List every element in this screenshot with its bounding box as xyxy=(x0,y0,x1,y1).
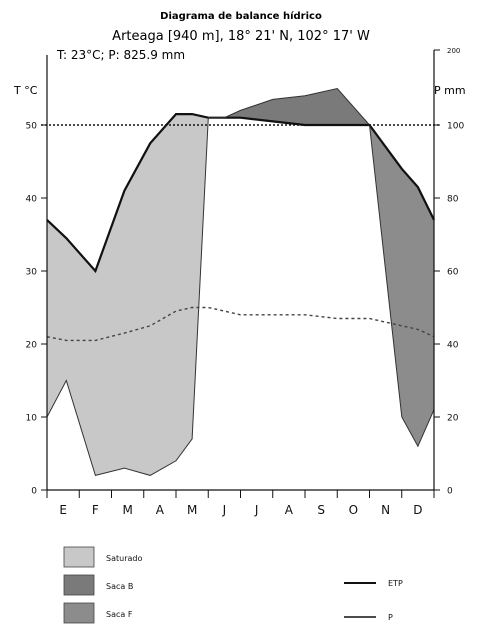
legend-line-label-1: P xyxy=(388,613,393,622)
right-tick-label-80: 80 xyxy=(447,195,459,205)
chart-title: Diagrama de balance hídrico xyxy=(160,10,322,22)
month-label-1: F xyxy=(92,503,99,517)
left-tick-label-40: 40 xyxy=(26,195,38,205)
recharge-area xyxy=(369,125,434,447)
chart-subtitle: Arteaga [940 m], 18° 21' N, 102° 17' W xyxy=(112,29,370,44)
legend-swatch-0 xyxy=(63,546,95,568)
axes: 0 10 20 30 40 50 0 20 40 60 80 100 200 E F M A M J J A S O N D xyxy=(26,47,465,517)
legend: Saturado Saca B Saca F ETP P xyxy=(63,546,403,624)
month-label-11: D xyxy=(413,503,422,517)
month-label-4: M xyxy=(187,503,197,517)
month-label-9: O xyxy=(349,503,358,517)
right-tick-label-20: 20 xyxy=(447,414,459,424)
legend-fill-label-0: Saturado xyxy=(106,554,142,563)
legend-fill-label-1: Saca B xyxy=(106,582,133,591)
temperature-line xyxy=(46,306,435,342)
left-axis-label: T °C xyxy=(13,84,38,97)
right-tick-label-40: 40 xyxy=(447,341,459,351)
right-tick-label-60: 60 xyxy=(447,268,459,278)
month-label-6: J xyxy=(254,503,259,517)
month-label-2: M xyxy=(122,503,132,517)
right-tick-label-0: 0 xyxy=(447,487,453,497)
precip-line xyxy=(46,87,435,477)
left-tick-label-0: 0 xyxy=(31,487,37,497)
month-label-10: N xyxy=(381,503,390,517)
left-tick-label-30: 30 xyxy=(26,268,38,278)
chart-summary: T: 23°C; P: 825.9 mm xyxy=(56,48,185,62)
legend-swatch-1 xyxy=(63,574,95,596)
left-tick-label-50: 50 xyxy=(26,122,38,132)
legend-fill-label-2: Saca F xyxy=(106,610,133,619)
surplus-area-0 xyxy=(224,88,370,125)
right-tick-label-100: 100 xyxy=(447,122,464,132)
plot-area xyxy=(41,87,440,477)
month-label-8: S xyxy=(317,503,325,517)
month-label-3: A xyxy=(156,503,165,517)
legend-swatch-2 xyxy=(63,602,95,624)
left-tick-label-10: 10 xyxy=(26,414,38,424)
right-tick-label-top: 200 xyxy=(447,47,460,55)
month-label-0: E xyxy=(59,503,67,517)
deficit-area-0 xyxy=(47,114,209,476)
right-axis-label: P mm xyxy=(434,84,466,97)
month-label-5: J xyxy=(222,503,227,517)
legend-line-label-0: ETP xyxy=(388,579,403,588)
left-tick-label-20: 20 xyxy=(26,341,38,351)
month-label-7: A xyxy=(285,503,294,517)
